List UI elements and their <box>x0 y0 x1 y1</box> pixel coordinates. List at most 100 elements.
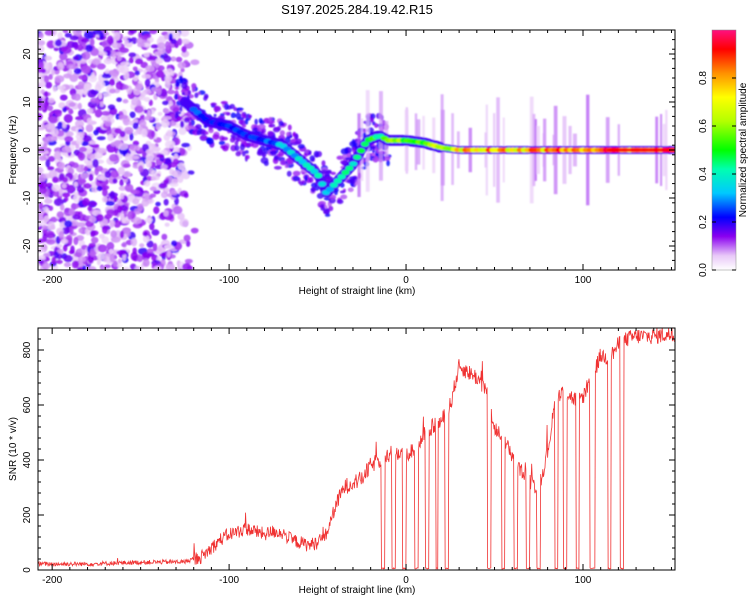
noise-blob <box>128 52 137 58</box>
noise-blob <box>71 162 79 169</box>
noise-blob <box>66 63 77 70</box>
noise-blob <box>38 45 45 53</box>
noise-blob <box>109 153 119 162</box>
noise-blob <box>59 94 68 101</box>
noise-blob <box>143 52 150 58</box>
spectrogram-y-tick-label: 0 <box>22 147 33 153</box>
scatter-blob <box>180 82 188 89</box>
noise-blob <box>151 229 160 236</box>
noise-blob <box>180 68 185 73</box>
snr-y-axis-label: SNR (10 * v/v) <box>8 417 19 481</box>
noise-blob <box>90 72 95 80</box>
noise-blob <box>101 196 108 203</box>
noise-blob <box>61 192 71 198</box>
scatter-blob <box>351 139 356 146</box>
noise-blob <box>156 153 165 158</box>
noise-blob <box>73 67 82 75</box>
scatter-blob <box>273 165 282 170</box>
colorbar-tick-label: 0.2 <box>698 215 709 229</box>
noise-blob <box>98 92 103 100</box>
noise-blob <box>51 184 61 192</box>
noise-blob <box>166 140 176 149</box>
noise-blob <box>75 116 84 121</box>
scatter-blob <box>242 113 247 119</box>
noise-blob <box>145 160 152 168</box>
ridge-core <box>318 181 327 187</box>
noise-blob <box>132 140 140 147</box>
noise-blob <box>104 121 112 127</box>
noise-blob <box>110 236 121 243</box>
noise-blob <box>157 46 167 55</box>
noise-blob <box>68 102 76 107</box>
noise-blob <box>121 242 127 247</box>
noise-blob <box>157 42 166 49</box>
noise-blob <box>116 250 127 256</box>
noise-blob <box>144 217 153 223</box>
noise-blob <box>190 59 200 66</box>
noise-blob <box>98 233 105 239</box>
noise-blob <box>137 42 145 48</box>
scatter-blob <box>174 86 179 90</box>
noise-blob <box>58 231 65 239</box>
noise-blob <box>150 175 160 181</box>
scatter-blob <box>226 112 231 116</box>
noise-blob <box>62 176 69 183</box>
noise-blob <box>89 215 97 223</box>
noise-blob <box>64 136 74 143</box>
noise-blob <box>107 133 114 142</box>
noise-blob <box>183 193 189 198</box>
scatter-blob <box>257 124 266 130</box>
scatter-blob <box>318 200 327 206</box>
scatter-blob <box>212 133 220 140</box>
noise-blob <box>90 230 96 238</box>
noise-blob <box>77 102 82 110</box>
scatter-blob <box>307 151 312 156</box>
noise-blob <box>38 181 48 190</box>
noise-blob <box>46 239 56 245</box>
noise-blob <box>104 170 112 179</box>
noise-blob <box>165 68 174 76</box>
noise-blob <box>91 236 99 244</box>
ridge-core <box>337 174 346 180</box>
scatter-blob <box>279 130 285 136</box>
noise-blob <box>38 147 43 154</box>
noise-blob <box>78 228 83 234</box>
noise-blob <box>138 165 144 173</box>
noise-blob <box>96 63 106 70</box>
noise-blob <box>119 192 125 200</box>
noise-blob <box>177 38 183 46</box>
snr-chart: -200 -100 0 100 0 200 400 600 800 Height of stra… <box>8 327 676 596</box>
noise-blob <box>86 153 96 160</box>
noise-blob <box>86 108 94 114</box>
noise-blob <box>118 142 129 151</box>
noise-blob <box>108 248 114 255</box>
noise-blob <box>118 185 127 191</box>
noise-blob <box>44 30 54 36</box>
noise-blob <box>63 73 73 79</box>
noise-blob <box>64 220 73 228</box>
noise-blob <box>58 162 66 170</box>
noise-blob <box>64 32 72 38</box>
noise-blob <box>150 86 158 92</box>
noise-blob <box>62 123 67 129</box>
scatter-blob <box>347 187 354 193</box>
noise-blob <box>170 56 177 62</box>
noise-blob <box>109 219 116 227</box>
scatter-blob <box>319 203 325 209</box>
noise-blob <box>78 146 87 153</box>
noise-blob <box>141 74 151 79</box>
scatter-blob <box>297 143 305 149</box>
noise-blob <box>127 211 133 220</box>
scatter-blob <box>233 107 238 111</box>
scatter-blob <box>299 181 304 186</box>
noise-blob <box>106 241 115 251</box>
scatter-blob <box>263 160 269 167</box>
noise-blob <box>86 117 93 123</box>
noise-blob <box>42 228 48 234</box>
noise-blob <box>129 144 139 151</box>
noise-blob <box>47 166 55 171</box>
noise-blob <box>44 123 55 130</box>
noise-blob <box>58 102 66 109</box>
scatter-blob <box>309 155 315 162</box>
